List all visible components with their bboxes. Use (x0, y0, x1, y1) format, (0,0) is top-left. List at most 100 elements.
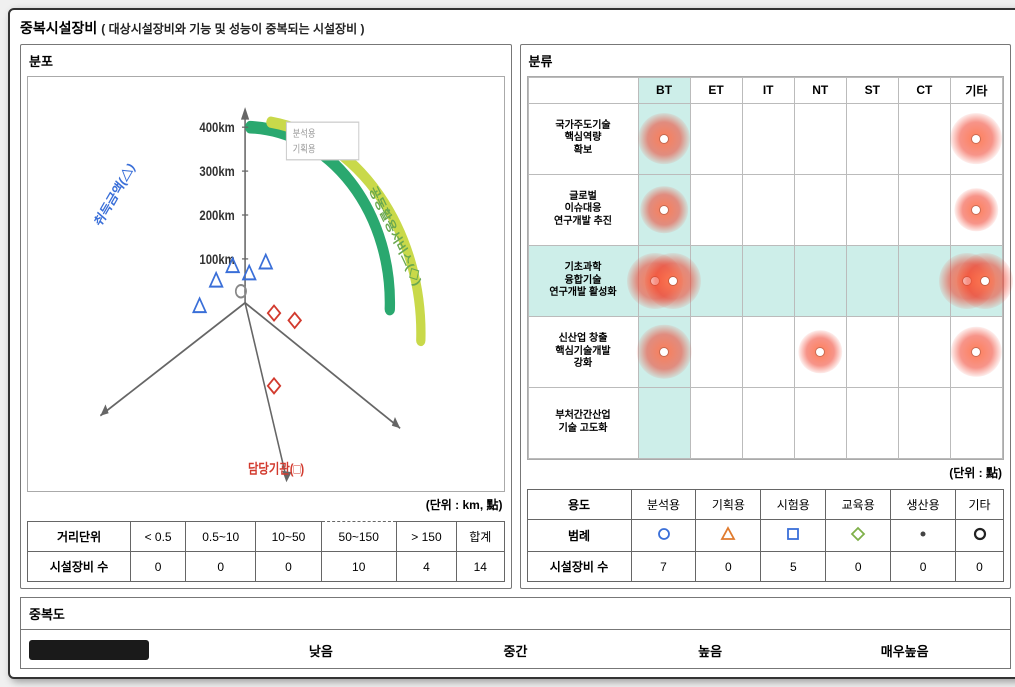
svg-text:200km: 200km (199, 208, 234, 223)
scale-label: 낮음 (224, 641, 419, 660)
count2-cell: 7 (631, 552, 696, 582)
count2-row-label: 시설장비 수 (527, 552, 631, 582)
matrix-col-header: ET (690, 78, 742, 104)
swatch-dark (29, 640, 224, 660)
matrix-cell (898, 245, 950, 316)
sub-title: ( 대상시설장비와 기능 및 성능이 중복되는 시설장비 ) (101, 20, 364, 37)
table-row: 범례 (527, 520, 1004, 552)
count-cell: 0 (131, 552, 186, 582)
matrix-cell (898, 387, 950, 458)
panels: 분포 100km200km300km400km 취득금액(△)공동활용서비스(◇… (20, 44, 1011, 589)
count2-cell: 0 (826, 552, 891, 582)
distance-cell: 합계 (457, 522, 505, 552)
right-unit-label: (단위 : 點) (521, 460, 1011, 485)
legend-marker-cell (631, 520, 696, 552)
matrix-corner (528, 78, 638, 104)
matrix-cell (846, 103, 898, 174)
use-cell: 기타 (956, 490, 1004, 520)
matrix-cell (846, 387, 898, 458)
matrix-col-header: NT (794, 78, 846, 104)
count2-cell: 0 (891, 552, 956, 582)
matrix-cell (950, 387, 1002, 458)
matrix-col-header: CT (898, 78, 950, 104)
scale-label: 매우높음 (807, 641, 1002, 660)
legend-marker-cell (761, 520, 826, 552)
matrix-row-header: 글로벌이슈대응연구개발 추진 (528, 174, 638, 245)
matrix-cell (638, 103, 690, 174)
legend-row-label: 범례 (527, 520, 631, 552)
matrix-cell (794, 103, 846, 174)
matrix-row: 기초과학융합기술연구개발 활성화 (528, 245, 1003, 316)
matrix-cell (742, 387, 794, 458)
matrix-cell (794, 316, 846, 387)
matrix-col-header: BT (638, 78, 690, 104)
count2-cell: 0 (696, 552, 761, 582)
table-row: 시설장비 수 7 0 5 0 0 0 (527, 552, 1004, 582)
table-row: 시설장비 수 0 0 0 10 4 14 (28, 552, 505, 582)
distance-cell: 10~50 (256, 522, 321, 552)
left-panel-title: 분포 (21, 45, 511, 76)
matrix-cell (846, 316, 898, 387)
matrix-cell (742, 103, 794, 174)
count-cell: 10 (321, 552, 396, 582)
count-cell: 14 (457, 552, 505, 582)
use-cell: 기획용 (696, 490, 761, 520)
matrix-cell (794, 387, 846, 458)
matrix-cell (950, 245, 1002, 316)
distance-cell: > 150 (396, 522, 456, 552)
svg-text:400km: 400km (199, 120, 234, 135)
scatter-svg: 100km200km300km400km 취득금액(△)공동활용서비스(◇)담당… (28, 77, 504, 491)
legend-marker-cell (696, 520, 761, 552)
matrix-cell (690, 103, 742, 174)
matrix-cell (846, 245, 898, 316)
distance-cell: 0.5~10 (186, 522, 256, 552)
distance-cell: 50~150 (321, 522, 396, 552)
distance-row-label: 거리단위 (28, 522, 131, 552)
matrix-row-header: 기초과학융합기술연구개발 활성화 (528, 245, 638, 316)
count-row-label: 시설장비 수 (28, 552, 131, 582)
right-panel-title: 분류 (521, 45, 1011, 76)
distance-cell: < 0.5 (131, 522, 186, 552)
matrix-cell (690, 316, 742, 387)
matrix-cell (950, 174, 1002, 245)
matrix-cell (690, 245, 742, 316)
matrix-row-header: 국가주도기술핵심역량확보 (528, 103, 638, 174)
matrix-row-header: 부처간간산업기술 고도화 (528, 387, 638, 458)
matrix-cell (638, 174, 690, 245)
svg-text:취득금액(△): 취득금액(△) (92, 160, 138, 230)
matrix-cell (794, 245, 846, 316)
use-cell: 생산용 (891, 490, 956, 520)
matrix-col-header: IT (742, 78, 794, 104)
count-cell: 0 (256, 552, 321, 582)
count2-cell: 5 (761, 552, 826, 582)
matrix-row: 신산업 창출핵심기술개발강화 (528, 316, 1003, 387)
category-matrix: BTETITNTSTCT기타국가주도기술핵심역량확보글로벌이슈대응연구개발 추진… (527, 76, 1005, 460)
matrix-row: 글로벌이슈대응연구개발 추진 (528, 174, 1003, 245)
count2-cell: 0 (956, 552, 1004, 582)
dashboard-frame: 중복시설장비 ( 대상시설장비와 기능 및 성능이 중복되는 시설장비 ) 분포… (8, 8, 1015, 679)
svg-text:300km: 300km (199, 164, 234, 179)
matrix-col-header: ST (846, 78, 898, 104)
overlap-scale: 낮음 중간 높음 매우높음 (20, 629, 1011, 669)
use-row-label: 용도 (527, 490, 631, 520)
svg-text:기획용: 기획용 (293, 142, 316, 154)
matrix-cell (950, 316, 1002, 387)
matrix-cell (638, 245, 690, 316)
legend-marker-cell (891, 520, 956, 552)
count-cell: 4 (396, 552, 456, 582)
matrix-cell (638, 387, 690, 458)
matrix-cell (742, 316, 794, 387)
distance-table: 거리단위 < 0.5 0.5~10 10~50 50~150 > 150 합계 … (27, 521, 505, 582)
svg-text:담당기관(□): 담당기관(□) (248, 460, 304, 476)
table-row: 거리단위 < 0.5 0.5~10 10~50 50~150 > 150 합계 (28, 522, 505, 552)
matrix-table: BTETITNTSTCT기타국가주도기술핵심역량확보글로벌이슈대응연구개발 추진… (528, 77, 1004, 459)
use-cell: 분석용 (631, 490, 696, 520)
matrix-col-header: 기타 (950, 78, 1002, 104)
matrix-cell (794, 174, 846, 245)
matrix-cell (690, 174, 742, 245)
matrix-cell (690, 387, 742, 458)
title-row: 중복시설장비 ( 대상시설장비와 기능 및 성능이 중복되는 시설장비 ) (20, 16, 1011, 44)
legend-marker-cell (956, 520, 1004, 552)
count-cell: 0 (186, 552, 256, 582)
table-row: 용도 분석용 기획용 시험용 교육용 생산용 기타 (527, 490, 1004, 520)
